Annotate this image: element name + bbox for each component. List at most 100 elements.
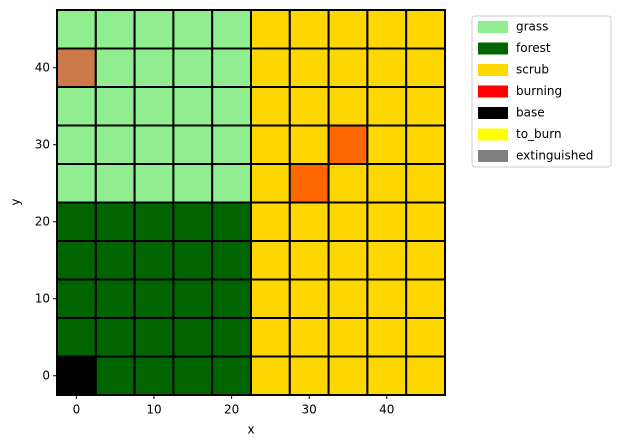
cell [327, 86, 369, 127]
cell [405, 355, 447, 396]
cell [288, 47, 330, 88]
cell [133, 355, 175, 396]
cell [56, 86, 97, 127]
cell [211, 317, 252, 358]
cell [94, 278, 136, 319]
cell [250, 9, 291, 50]
cell [133, 9, 175, 50]
cell [172, 317, 214, 358]
cell [94, 240, 136, 281]
cell [250, 240, 291, 281]
cell [327, 9, 369, 50]
y-tick-label: 40 [35, 60, 50, 74]
legend-label: base [516, 106, 545, 120]
cell [327, 355, 369, 396]
cell [366, 124, 408, 165]
cell [405, 317, 447, 358]
cell [288, 355, 330, 396]
cell [327, 47, 369, 88]
y-tick-label: 20 [35, 214, 50, 228]
y-axis-label: y [9, 198, 23, 205]
cell [327, 240, 369, 281]
x-tick-label: 30 [302, 403, 317, 417]
cell [250, 163, 291, 204]
cell [405, 86, 447, 127]
cell [211, 124, 252, 165]
cell [366, 355, 408, 396]
cell [366, 47, 408, 88]
legend-label: to_burn [516, 127, 562, 141]
plot-frame [56, 9, 446, 396]
cell [94, 317, 136, 358]
cell [288, 9, 330, 50]
cell [366, 240, 408, 281]
cell [366, 278, 408, 319]
cell [172, 124, 214, 165]
x-tick-label: 10 [146, 403, 161, 417]
legend-swatch [478, 150, 508, 162]
cell [250, 278, 291, 319]
cell [211, 47, 252, 88]
cell [288, 124, 330, 165]
cell [250, 317, 291, 358]
legend-swatch [478, 85, 508, 98]
cell [250, 47, 291, 88]
cell [172, 278, 214, 319]
cell [133, 201, 175, 242]
cell [133, 163, 175, 204]
cell [94, 47, 136, 88]
cell [56, 201, 97, 242]
cell [250, 86, 291, 127]
cell [94, 355, 136, 396]
legend-swatch [478, 21, 508, 33]
cell [327, 201, 369, 242]
cell [405, 9, 447, 50]
cell [327, 278, 369, 319]
cell [250, 355, 291, 396]
cell [56, 240, 97, 281]
cell [133, 47, 175, 88]
cell [288, 201, 330, 242]
cell [211, 86, 252, 127]
cell [133, 317, 175, 358]
cell [94, 86, 136, 127]
cell [366, 86, 408, 127]
cell [405, 124, 447, 165]
legend-label: forest [516, 41, 551, 55]
cell [172, 201, 214, 242]
cell [327, 317, 369, 358]
cell [288, 317, 330, 358]
x-tick-label: 0 [73, 403, 81, 417]
cell [250, 201, 291, 242]
cell [366, 317, 408, 358]
cell [172, 163, 214, 204]
cell [288, 240, 330, 281]
cell [211, 9, 252, 50]
cell [288, 86, 330, 127]
cell [405, 240, 447, 281]
y-tick-label: 0 [42, 368, 50, 382]
cell [133, 240, 175, 281]
cell [133, 86, 175, 127]
legend-swatch [478, 42, 508, 55]
cell [56, 9, 97, 50]
cell [211, 240, 252, 281]
cell [405, 278, 447, 319]
cell [133, 124, 175, 165]
x-tick-label: 20 [224, 403, 239, 417]
cell [366, 163, 408, 204]
cell [94, 201, 136, 242]
legend-label: grass [516, 20, 548, 34]
cell [211, 201, 252, 242]
cell [172, 86, 214, 127]
x-tick-label: 40 [379, 403, 394, 417]
legend-label: scrub [516, 63, 549, 77]
cell [211, 355, 252, 396]
cell [327, 163, 369, 204]
cell [327, 124, 369, 165]
legend-label: extinguished [516, 149, 593, 163]
cell [405, 47, 447, 88]
legend-label: burning [516, 84, 562, 98]
cell [56, 47, 97, 88]
